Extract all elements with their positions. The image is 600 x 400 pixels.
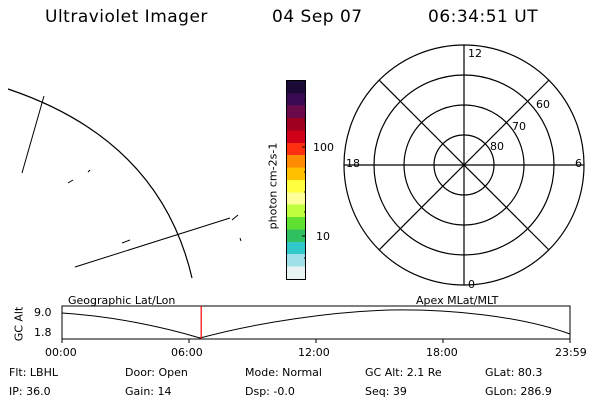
dsp-readout: Dsp: -0.0	[245, 385, 295, 398]
gc-alt-min: 1.8	[34, 326, 52, 339]
parallel-line	[74, 217, 231, 268]
glat-readout: GLat: 80.3	[485, 366, 543, 379]
apex-label: Apex MLat/MLT	[416, 294, 499, 307]
x-tick-0600: 06:00	[171, 346, 203, 359]
meridian-line	[21, 95, 45, 174]
door-readout: Door: Open	[125, 366, 188, 379]
time-readout: 06:34:51 UT	[428, 7, 539, 27]
coast-fragment	[67, 179, 74, 184]
colorbar-tick-10: 10	[316, 230, 330, 243]
altitude-curve	[61, 309, 571, 339]
filter-readout: Flt: LBHL	[9, 366, 58, 379]
lat-label-70: 70	[512, 120, 526, 133]
colorbar-tick-100: 100	[313, 141, 334, 154]
gc-alt-readout: GC Alt: 2.1 Re	[365, 366, 442, 379]
x-tick-1200: 12:00	[298, 346, 330, 359]
mlt-label-6: 6	[575, 157, 582, 170]
coast-fragment	[239, 237, 242, 242]
coast-fragment	[121, 239, 131, 244]
seq-readout: Seq: 39	[365, 385, 407, 398]
gain-readout: Gain: 14	[125, 385, 172, 398]
ip-readout: IP: 36.0	[9, 385, 51, 398]
lat-label-60: 60	[536, 98, 550, 111]
x-tick-2359: 23:59	[555, 346, 587, 359]
app-title: Ultraviolet Imager	[45, 7, 208, 27]
mlt-label-12: 12	[468, 47, 482, 60]
mlt-label-0: 0	[468, 278, 475, 291]
coast-fragment	[231, 214, 239, 221]
geographic-label: Geographic Lat/Lon	[68, 294, 176, 307]
earth-limb-arc	[7, 88, 193, 279]
glon-readout: GLon: 286.9	[485, 385, 552, 398]
gc-alt-max: 9.0	[34, 306, 52, 319]
mlt-line-diag-2	[378, 79, 550, 251]
lat-label-80: 80	[490, 140, 504, 153]
coast-fragment	[87, 169, 91, 173]
date-readout: 04 Sep 07	[272, 7, 363, 27]
x-tick-0000: 00:00	[45, 346, 77, 359]
x-tick-1800: 18:00	[426, 346, 458, 359]
colorbar	[286, 80, 306, 280]
mode-readout: Mode: Normal	[245, 366, 322, 379]
mlt-label-18: 18	[346, 157, 360, 170]
